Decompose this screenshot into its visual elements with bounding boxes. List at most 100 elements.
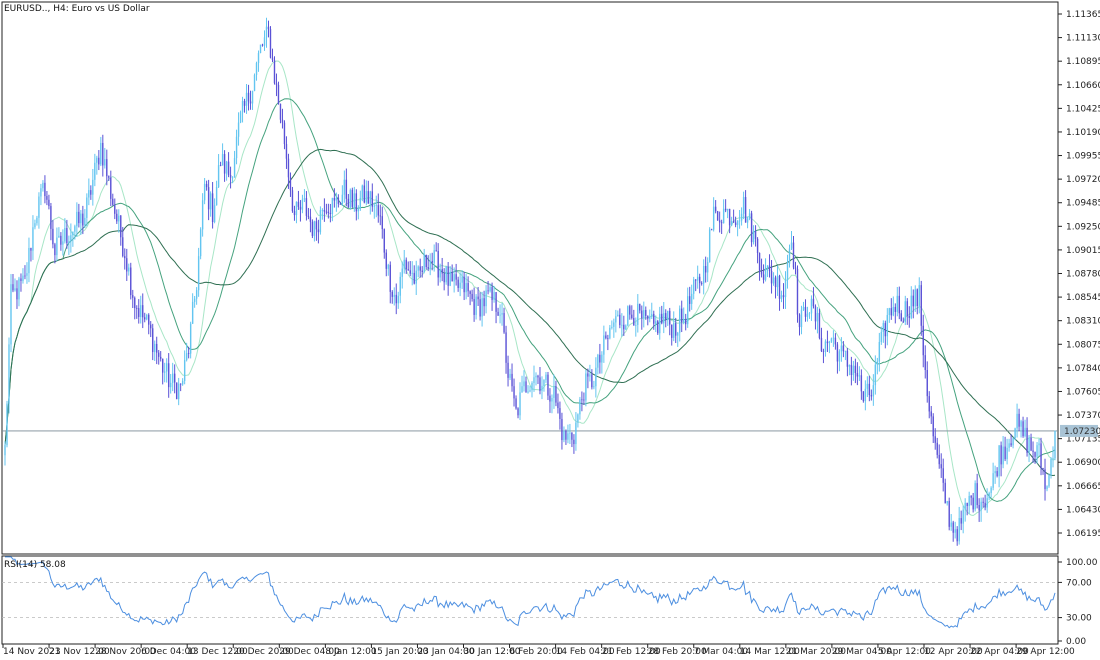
candle-body: [822, 351, 825, 352]
candle-body: [730, 221, 733, 226]
candle-body: [950, 522, 952, 527]
candle-body: [910, 295, 912, 318]
price-axis-label: 1.06195: [1066, 529, 1100, 539]
candle-body: [874, 364, 877, 386]
candle-body: [82, 213, 84, 226]
candle-body: [527, 391, 529, 393]
candle-body: [918, 285, 920, 307]
candle-body: [150, 324, 152, 329]
candle-body: [635, 324, 637, 326]
candle-body: [762, 274, 765, 280]
candle-body: [431, 260, 433, 263]
candle-body: [461, 276, 463, 283]
candle-body: [585, 373, 587, 401]
current-price-label: 1.07230: [1064, 427, 1100, 437]
candle-body: [673, 323, 675, 338]
candle-body: [633, 318, 635, 326]
candle-body: [1018, 413, 1020, 427]
candle-body: [954, 529, 956, 533]
chart-title: EURUSD.., H4: Euro vs US Dollar: [4, 4, 150, 14]
candle-body: [613, 322, 615, 327]
candle-body: [976, 483, 978, 506]
candle-body: [794, 267, 797, 269]
candle-body: [742, 197, 745, 214]
candle-body: [291, 190, 294, 212]
candle-body: [357, 208, 360, 212]
candle-body: [704, 266, 707, 273]
candle-body: [726, 208, 729, 211]
candle-body: [888, 308, 891, 315]
candle-body: [142, 305, 144, 318]
candle-body: [864, 388, 867, 402]
candle-body: [257, 53, 260, 63]
candle-body: [22, 275, 24, 281]
candle-body: [808, 313, 811, 315]
candle-body: [429, 260, 431, 269]
candle-body: [964, 502, 966, 510]
candle-body: [319, 210, 322, 233]
candle-body: [960, 518, 962, 524]
candle-body: [545, 374, 547, 381]
candle-body: [407, 269, 409, 271]
candle-body: [681, 308, 683, 323]
candle-body: [513, 386, 515, 399]
candle-body: [227, 161, 230, 176]
candle-body: [395, 294, 397, 304]
candle-body: [782, 295, 785, 298]
candle-body: [904, 301, 906, 322]
candle-body: [629, 306, 631, 315]
candle-body: [4, 445, 6, 456]
candlestick-layer[interactable]: [4, 17, 1056, 546]
candle-body: [367, 191, 370, 204]
candle-body: [445, 266, 447, 283]
candle-body: [237, 122, 240, 137]
candle-body: [128, 267, 130, 272]
candle-body: [778, 275, 781, 299]
candle-body: [890, 308, 893, 316]
candle-body: [40, 188, 42, 197]
candle-body: [363, 185, 366, 203]
candle-body: [1012, 438, 1014, 446]
candle-body: [471, 293, 473, 300]
candle-body: [281, 119, 284, 123]
candle-body: [183, 360, 186, 381]
candle-body: [840, 345, 843, 352]
candle-body: [760, 270, 763, 275]
candle-body: [587, 373, 589, 377]
rsi-axis-label: 30.00: [1066, 614, 1092, 624]
price-axis-label: 1.10660: [1066, 81, 1100, 91]
candle-body: [982, 501, 984, 503]
candle-body: [293, 211, 296, 216]
candle-body: [341, 194, 344, 205]
candle-body: [776, 275, 779, 288]
candle-body: [134, 297, 136, 309]
candle-body: [52, 228, 54, 245]
candle-body: [698, 276, 701, 284]
candle-body: [667, 310, 669, 320]
candle-body: [862, 391, 865, 402]
candle-body: [60, 235, 62, 245]
candle-body: [124, 256, 126, 259]
candle-body: [169, 382, 172, 388]
candle-body: [173, 373, 176, 383]
candle-body: [780, 295, 783, 299]
candle-body: [529, 390, 531, 392]
candle-body: [493, 292, 495, 300]
candle-body: [535, 375, 537, 378]
candle-body: [335, 197, 338, 201]
candle-body: [908, 316, 910, 318]
candle-body: [571, 432, 573, 440]
candle-body: [920, 285, 922, 326]
candle-body: [255, 62, 258, 75]
candle-body: [519, 392, 521, 416]
candle-body: [207, 187, 210, 210]
candle-body: [575, 422, 577, 445]
candle-body: [209, 193, 212, 210]
candle-body: [818, 312, 821, 338]
candle-body: [10, 284, 12, 345]
candle-body: [16, 288, 18, 300]
candle-body: [1034, 452, 1036, 457]
candle-body: [481, 298, 483, 317]
candle-body: [303, 198, 306, 200]
